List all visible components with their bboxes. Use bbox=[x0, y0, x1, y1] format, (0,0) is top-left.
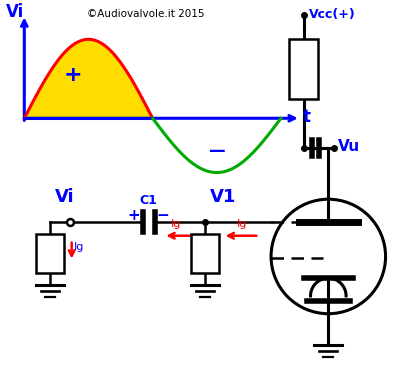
Text: ©Audiovalvole.it 2015: ©Audiovalvole.it 2015 bbox=[87, 8, 204, 19]
Text: Vcc(+): Vcc(+) bbox=[308, 8, 355, 21]
Text: Ru: Ru bbox=[40, 247, 60, 261]
Text: Ig: Ig bbox=[237, 219, 248, 229]
Text: Rc: Rc bbox=[297, 60, 310, 77]
Text: Ig: Ig bbox=[74, 241, 84, 252]
Text: Vu: Vu bbox=[338, 139, 360, 154]
Text: t: t bbox=[303, 108, 311, 126]
Text: —: — bbox=[208, 142, 225, 160]
Text: C1: C1 bbox=[140, 194, 158, 207]
Text: Vi: Vi bbox=[55, 188, 74, 206]
Text: Vi: Vi bbox=[6, 3, 24, 21]
Text: V1: V1 bbox=[210, 188, 236, 206]
Text: +: + bbox=[128, 208, 140, 223]
Text: Rg: Rg bbox=[195, 247, 215, 261]
Text: +: + bbox=[64, 65, 82, 85]
Bar bbox=[191, 234, 219, 273]
Text: Ig: Ig bbox=[171, 219, 182, 229]
Text: −: − bbox=[156, 208, 169, 223]
Bar bbox=[36, 234, 64, 273]
Polygon shape bbox=[24, 39, 153, 118]
Bar bbox=[289, 39, 318, 99]
